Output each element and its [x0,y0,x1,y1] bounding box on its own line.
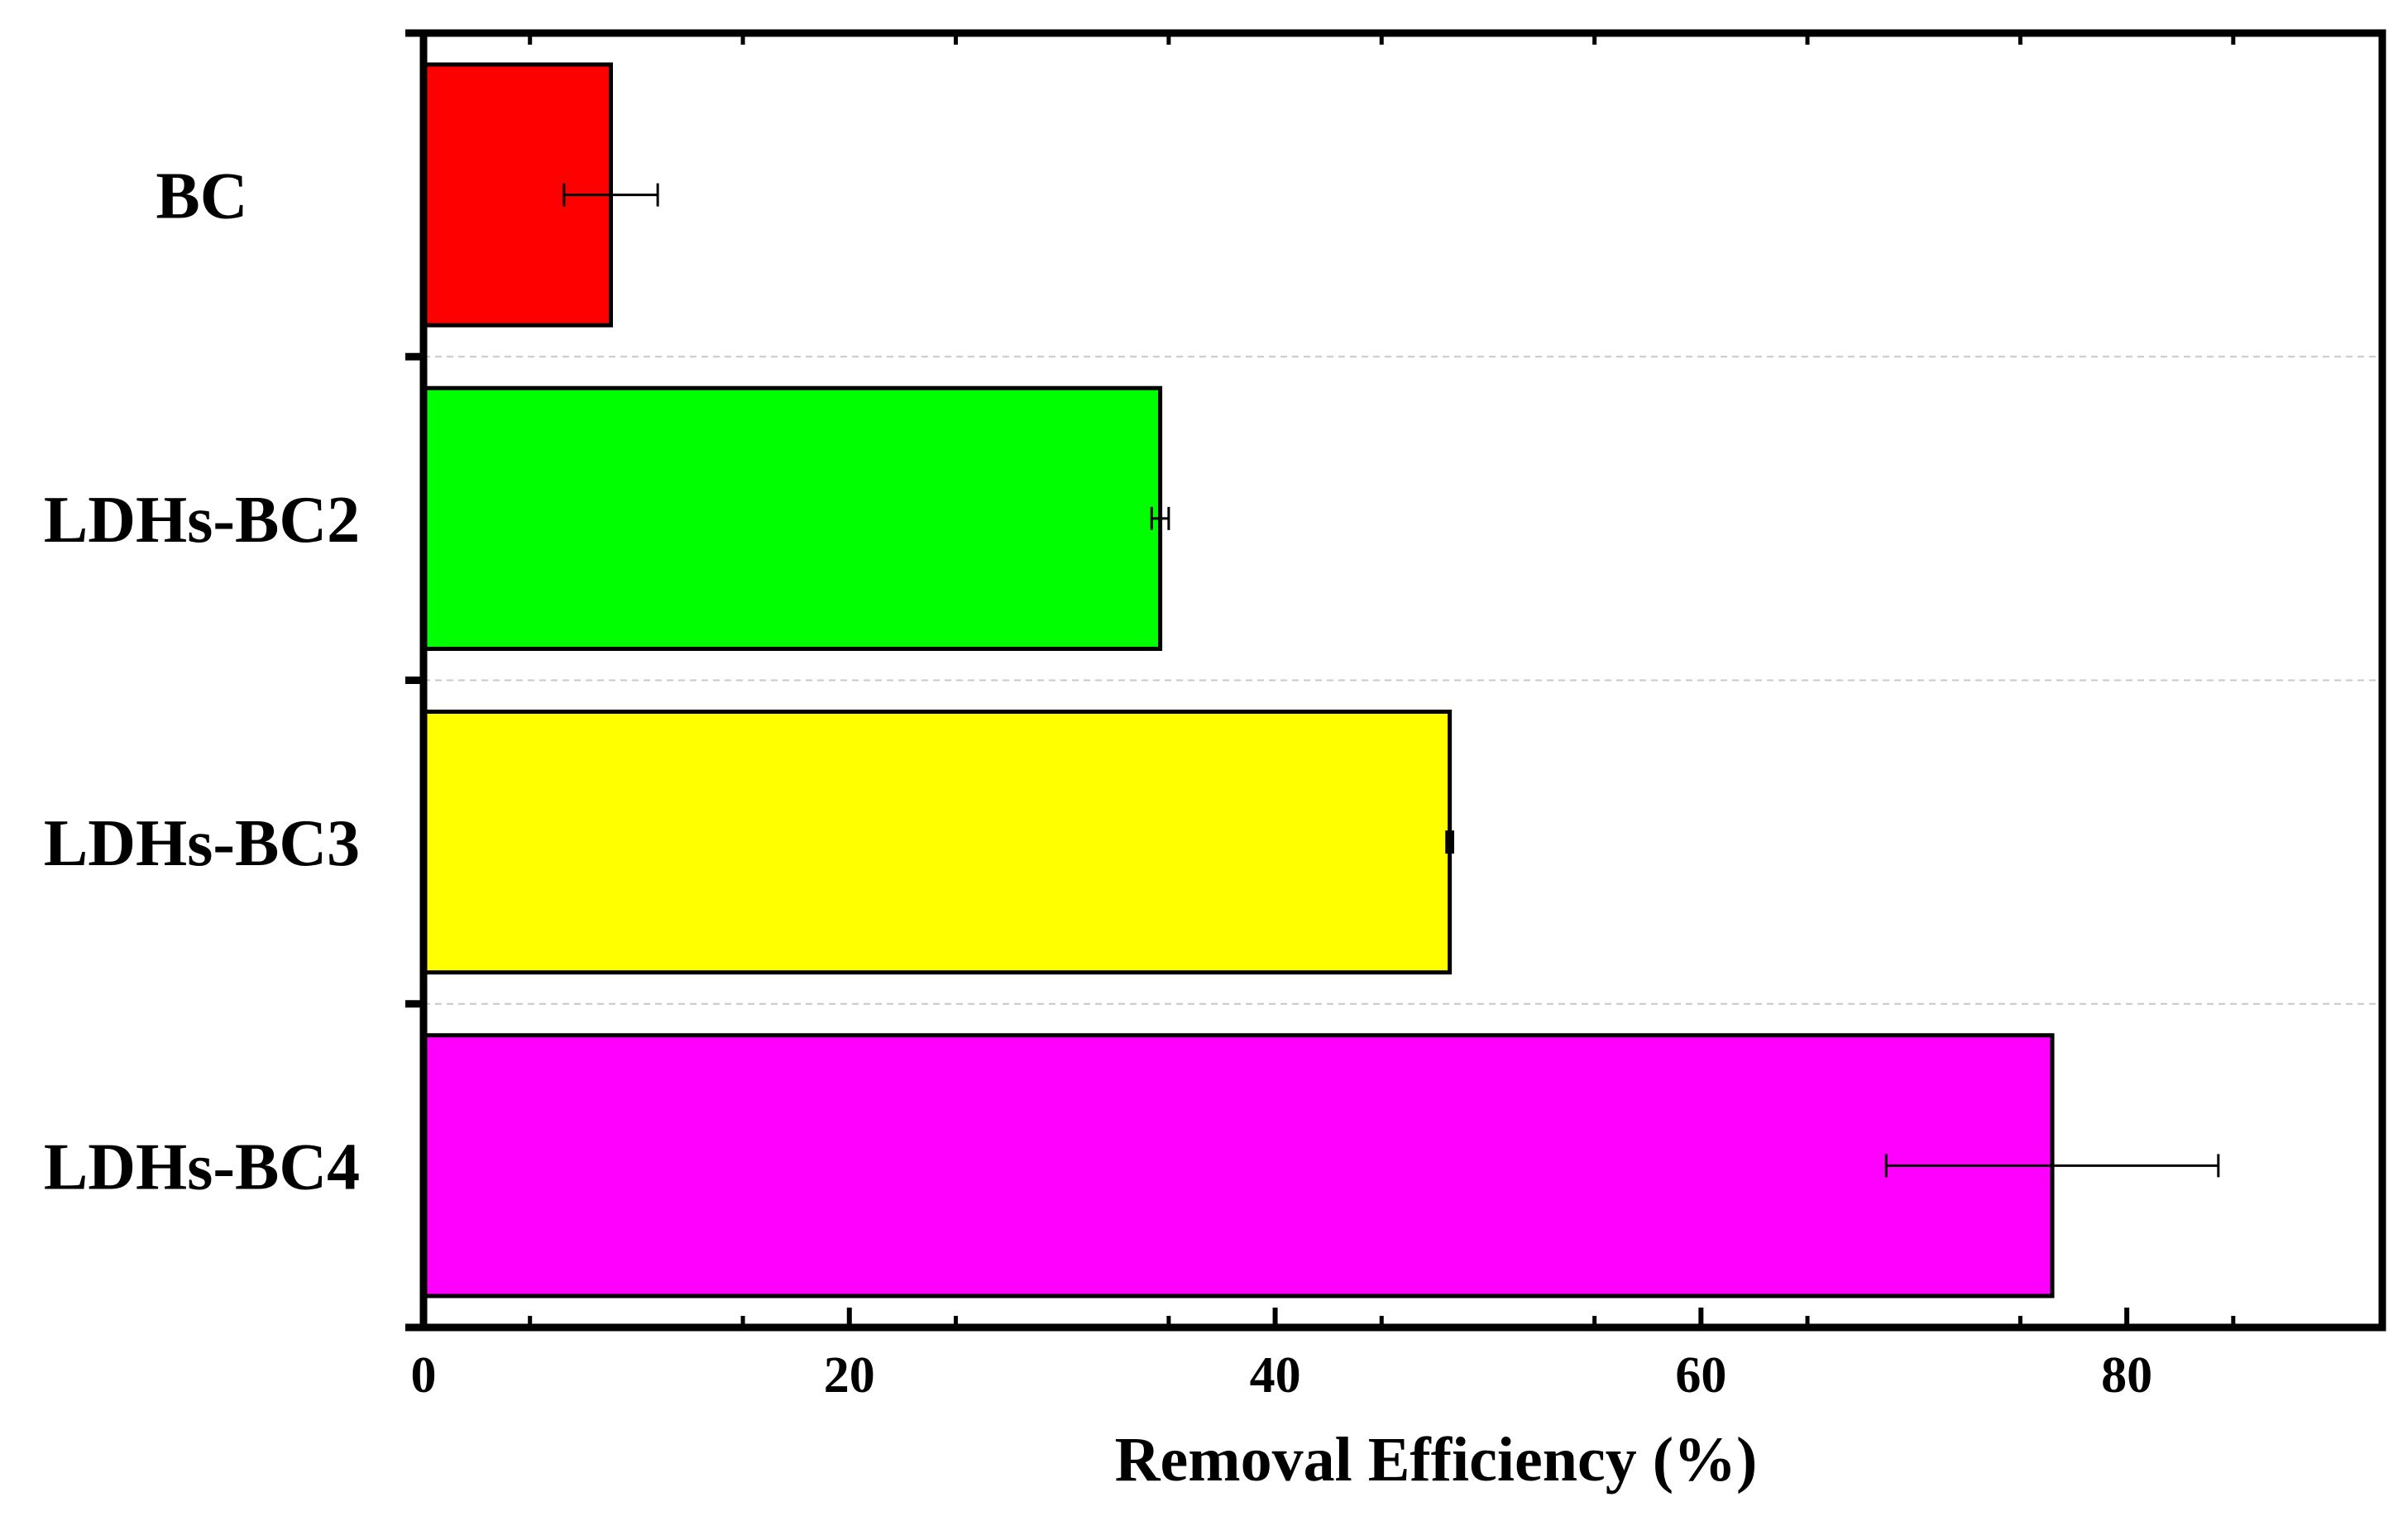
error-bar-ldhs-bc4 [1884,1154,2220,1178]
category-label: LDHs-BC4 [44,1131,360,1203]
grid-lines [424,356,2382,1005]
x-tick-label: 60 [1675,1347,1726,1404]
category-labels: BC LDHs-BC2 LDHs-BC3 LDHs-BC4 [44,160,360,1204]
error-bars [562,183,2220,1178]
x-tick-label: 40 [1250,1347,1301,1404]
category-label: LDHs-BC3 [44,807,360,880]
axis-ticks [405,29,2236,1332]
error-bar-ldhs-bc3 [1445,830,1454,854]
x-tick-label: 80 [2101,1347,2152,1404]
x-tick-label: 20 [824,1347,875,1404]
category-label: BC [156,160,247,233]
category-label: LDHs-BC2 [44,484,360,557]
x-tick-label: 0 [411,1347,437,1404]
error-bar-ldhs-bc2 [1150,506,1170,530]
bar-ldhs-bc3 [421,710,1453,975]
bars [421,62,2055,1298]
bar-ldhs-bc2 [421,385,1163,651]
bar-ldhs-bc4 [421,1033,2055,1298]
error-bar-bc [562,183,659,207]
x-tick-labels: 0 20 40 60 80 [411,1347,2153,1404]
x-axis-title: Removal Efficiency (%) [1115,1425,1758,1495]
